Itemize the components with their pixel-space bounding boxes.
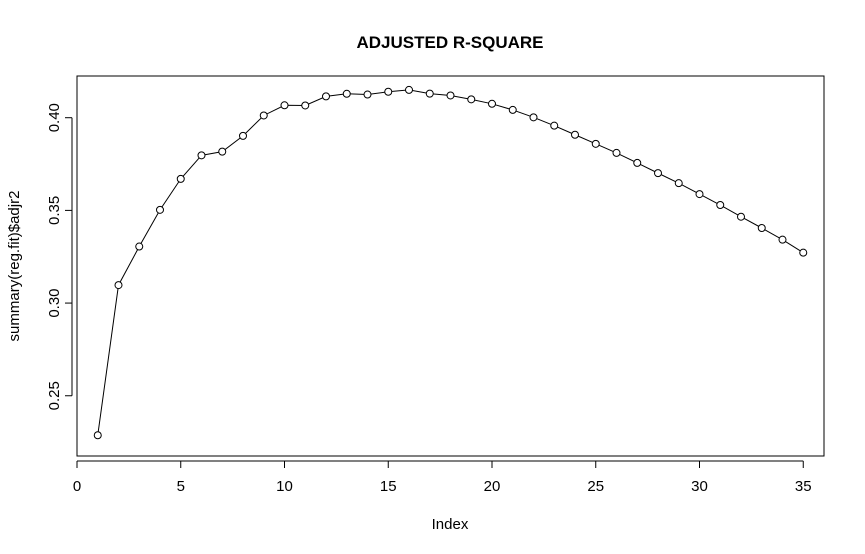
data-point [508,105,517,114]
data-point [654,169,662,178]
data-point [737,212,745,221]
data-point [218,147,227,156]
data-point [591,139,600,148]
data-point [529,113,538,122]
data-point [384,87,393,96]
y-axis: 0.25 0.30 0.35 0.40 [46,103,73,410]
data-point [301,101,310,110]
data-point [135,242,144,251]
plot-box [76,75,825,457]
data-point [405,85,413,94]
data-point [612,148,621,157]
y-tick-label: 0.40 [46,103,63,132]
data-point [778,235,787,244]
data-point [239,131,247,140]
x-tick-label: 30 [691,478,708,495]
data-point [799,248,808,257]
x-axis-label: Index [432,516,469,533]
y-tick-label: 0.25 [46,381,63,410]
x-tick-label: 0 [73,478,81,495]
data-point [93,431,102,440]
data-point [446,91,455,100]
x-tick-label: 15 [380,478,397,495]
data-point [757,224,766,232]
series-layer [93,85,808,440]
data-point [342,89,351,98]
data-point [695,190,704,199]
y-tick-label: 0.35 [46,196,63,225]
x-tick-label: 35 [795,478,812,495]
x-tick-label: 25 [587,478,604,495]
y-axis-label: summary(reg.fit)$adjr2 [6,191,23,342]
data-point [363,90,372,99]
data-point [176,174,185,183]
data-point [425,89,434,98]
data-point [633,158,642,167]
data-point [197,151,206,160]
data-point [571,130,579,139]
data-point [114,281,123,290]
data-point [280,101,289,110]
data-point [674,179,683,188]
x-tick-label: 5 [177,478,185,495]
data-point [322,92,330,101]
series-line [97,89,804,436]
data-point [716,201,725,210]
x-axis: 0 5 10 15 20 25 30 35 [73,460,812,495]
y-tick-label: 0.30 [46,288,63,317]
data-point [467,95,476,104]
data-point [488,99,496,108]
x-tick-label: 10 [276,478,293,495]
data-point [156,205,164,214]
data-point [550,121,559,130]
data-point [259,111,268,120]
x-tick-label: 20 [484,478,501,495]
chart-title: ADJUSTED R-SQUARE [356,33,543,52]
